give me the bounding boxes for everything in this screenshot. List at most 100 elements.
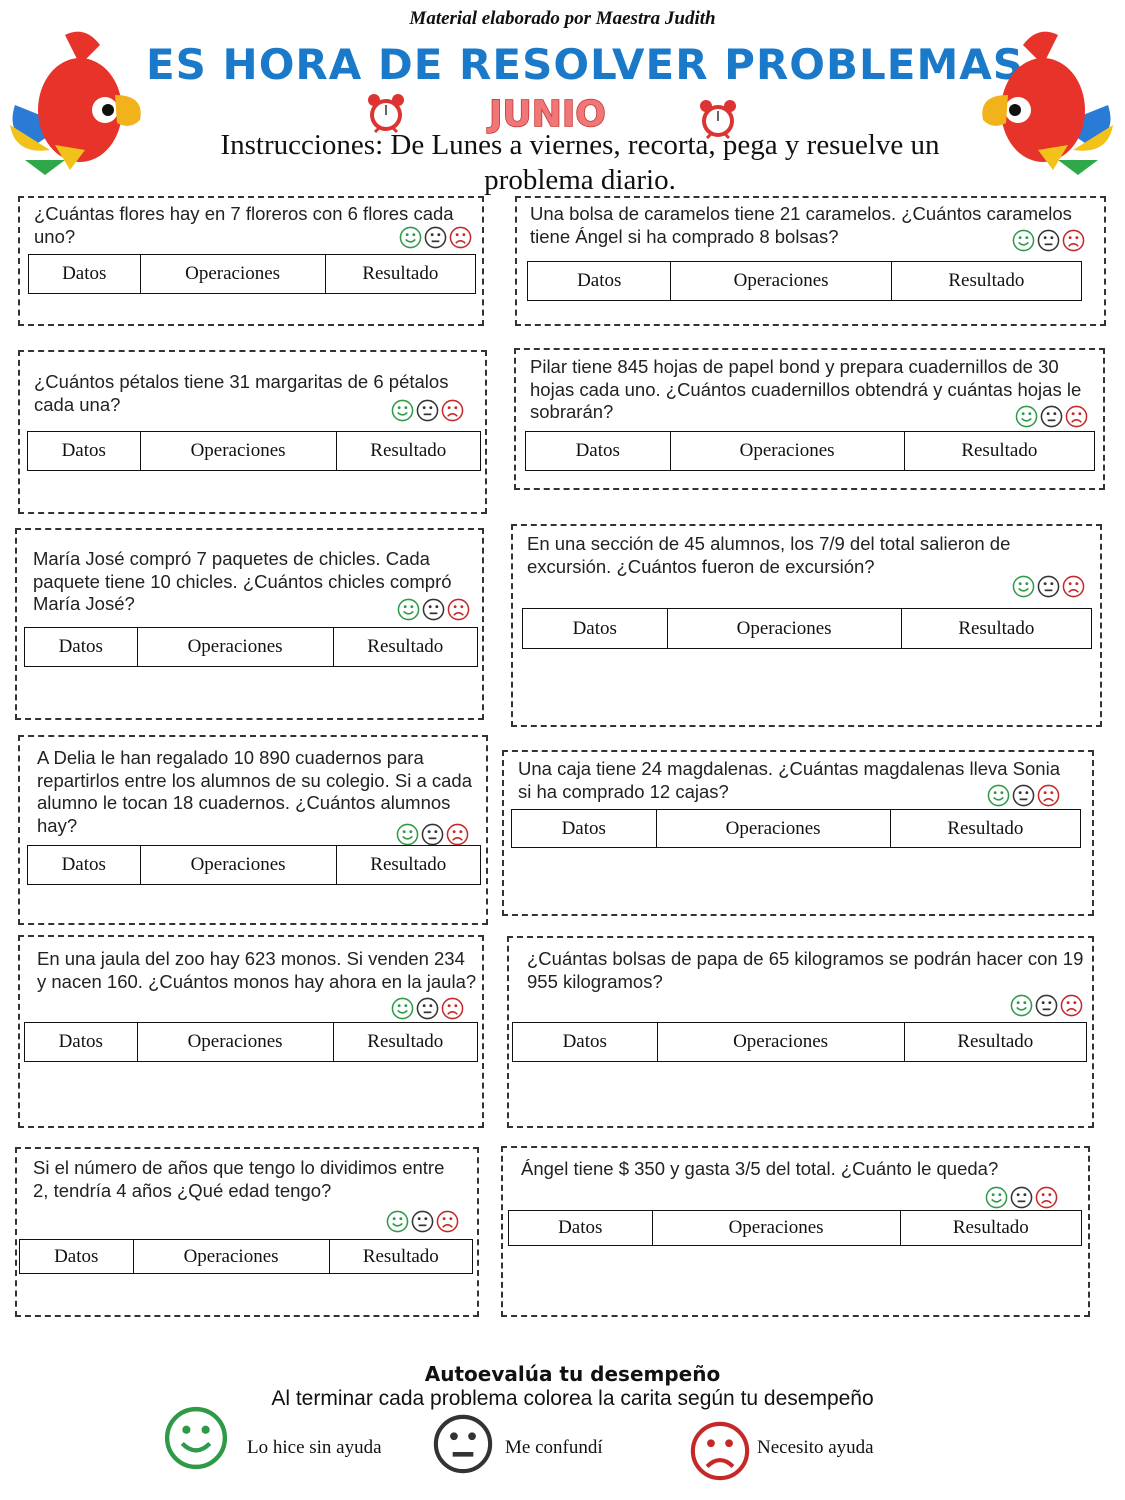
- happy-face-icon[interactable]: [399, 226, 422, 249]
- column-resultado: Resultado: [947, 817, 1024, 839]
- problem-card: [18, 196, 484, 326]
- legend-label: Lo hice sin ayuda: [247, 1437, 382, 1458]
- column-datos: Datos: [25, 1023, 138, 1061]
- self-eval-faces: [397, 598, 470, 621]
- column-datos: Datos: [528, 262, 672, 300]
- answer-table: Datos Operaciones Resultado: [27, 431, 481, 471]
- problem-text: ¿Cuántas bolsas de papa de 65 kilogramos…: [527, 948, 1084, 992]
- neutral-face-icon[interactable]: [424, 226, 447, 249]
- problem-text: ¿Cuántos pétalos tiene 31 margaritas de …: [34, 371, 449, 415]
- column-operaciones: Operaciones: [138, 1023, 334, 1061]
- self-eval-faces: [987, 784, 1060, 807]
- neutral-face-icon[interactable]: [1037, 575, 1060, 598]
- problem-card: [507, 936, 1094, 1128]
- problem-card: [18, 735, 488, 925]
- happy-face-icon[interactable]: [386, 1210, 409, 1233]
- self-eval-faces: [1015, 405, 1088, 428]
- neutral-face-icon[interactable]: [1035, 994, 1058, 1017]
- neutral-face-icon[interactable]: [411, 1210, 434, 1233]
- neutral-face-icon[interactable]: [1037, 229, 1060, 252]
- column-resultado: Resultado: [370, 854, 447, 875]
- column-operaciones: Operaciones: [134, 1240, 330, 1273]
- alarm-clock-icon: [368, 94, 404, 134]
- column-resultado: Resultado: [367, 1031, 444, 1052]
- column-resultado: Resultado: [952, 1217, 1029, 1238]
- happy-face-icon[interactable]: [397, 598, 420, 621]
- answer-table: Datos Operaciones Resultado: [24, 1022, 478, 1062]
- sad-face-icon[interactable]: [1062, 229, 1085, 252]
- happy-face-icon[interactable]: [391, 997, 414, 1020]
- problem-text: Pilar tiene 845 hojas de papel bond y pr…: [530, 356, 1082, 422]
- column-operaciones: Operaciones: [671, 432, 905, 470]
- column-resultado: Resultado: [957, 1031, 1034, 1052]
- problem-card: [501, 1146, 1090, 1317]
- happy-face-icon[interactable]: [1012, 229, 1035, 252]
- column-operaciones: Operaciones: [653, 1211, 901, 1245]
- column-datos: Datos: [509, 1211, 653, 1245]
- column-resultado: Resultado: [961, 440, 1038, 461]
- alarm-clock-icon: [700, 100, 736, 140]
- column-resultado: Resultado: [948, 270, 1025, 291]
- sad-face-icon[interactable]: [441, 997, 464, 1020]
- problem-card: [18, 350, 487, 514]
- neutral-face-icon[interactable]: [1010, 1186, 1033, 1209]
- column-datos: Datos: [512, 810, 657, 847]
- sad-face-icon[interactable]: [1062, 575, 1085, 598]
- month-text: JUNIO: [488, 93, 606, 136]
- sad-face-icon[interactable]: [1037, 784, 1060, 807]
- self-eval-faces: [396, 823, 469, 846]
- neutral-face-icon[interactable]: [1012, 784, 1035, 807]
- column-resultado: Resultado: [370, 440, 447, 461]
- column-operaciones: Operaciones: [657, 810, 891, 847]
- column-datos: Datos: [523, 609, 668, 648]
- column-operaciones: Operaciones: [141, 846, 337, 884]
- problem-card: [15, 528, 484, 720]
- column-resultado: Resultado: [367, 636, 444, 657]
- sad-face-icon[interactable]: [446, 823, 469, 846]
- self-eval-faces: [391, 997, 464, 1020]
- neutral-face-icon[interactable]: [1040, 405, 1063, 428]
- happy-face-icon[interactable]: [985, 1186, 1008, 1209]
- sad-face-icon[interactable]: [1035, 1186, 1058, 1209]
- problem-text: A Delia le han regalado 10 890 cuadernos…: [37, 747, 472, 836]
- neutral-face-icon[interactable]: [416, 997, 439, 1020]
- answer-table: Datos Operaciones Resultado: [508, 1210, 1082, 1246]
- sad-face-icon[interactable]: [449, 226, 472, 249]
- parrot-illustration: [982, 31, 1113, 175]
- happy-face-icon[interactable]: [1010, 994, 1033, 1017]
- problem-card: [515, 196, 1106, 326]
- problem-card: [514, 348, 1105, 490]
- answer-table: Datos Operaciones Resultado: [28, 254, 476, 294]
- column-datos: Datos: [29, 255, 141, 293]
- happy-face-icon[interactable]: [391, 399, 414, 422]
- column-datos: Datos: [28, 846, 141, 884]
- column-operaciones: Operaciones: [668, 609, 902, 648]
- problem-text: En una jaula del zoo hay 623 monos. Si v…: [37, 948, 477, 992]
- self-eval-faces: [386, 1210, 459, 1233]
- neutral-face-icon[interactable]: [422, 598, 445, 621]
- sad-face-icon[interactable]: [436, 1210, 459, 1233]
- problem-card: [15, 1147, 479, 1317]
- column-datos: Datos: [526, 432, 671, 470]
- sad-face-icon[interactable]: [447, 598, 470, 621]
- answer-table: Datos Operaciones Resultado: [24, 627, 478, 667]
- problem-card: [511, 524, 1102, 727]
- answer-table: Datos Operaciones Resultado: [525, 431, 1095, 471]
- neutral-face-icon[interactable]: [421, 823, 444, 846]
- sad-face-icon[interactable]: [441, 399, 464, 422]
- problem-text: Una bolsa de caramelos tiene 21 caramelo…: [530, 203, 1072, 247]
- happy-face-icon: [163, 1405, 229, 1476]
- sad-face-icon[interactable]: [1065, 405, 1088, 428]
- neutral-face-icon[interactable]: [416, 399, 439, 422]
- happy-face-icon[interactable]: [987, 784, 1010, 807]
- legend-label: Necesito ayuda: [757, 1437, 874, 1458]
- happy-face-icon[interactable]: [396, 823, 419, 846]
- happy-face-icon[interactable]: [1012, 575, 1035, 598]
- sad-face-icon[interactable]: [1060, 994, 1083, 1017]
- problem-text: ¿Cuántas flores hay en 7 floreros con 6 …: [34, 203, 454, 247]
- problem-card: [18, 935, 484, 1128]
- answer-table: Datos Operaciones Resultado: [527, 261, 1082, 301]
- problem-text: María José compró 7 paquetes de chicles.…: [33, 548, 452, 614]
- problem-text: Ángel tiene $ 350 y gasta 3/5 del total.…: [521, 1158, 999, 1179]
- happy-face-icon[interactable]: [1015, 405, 1038, 428]
